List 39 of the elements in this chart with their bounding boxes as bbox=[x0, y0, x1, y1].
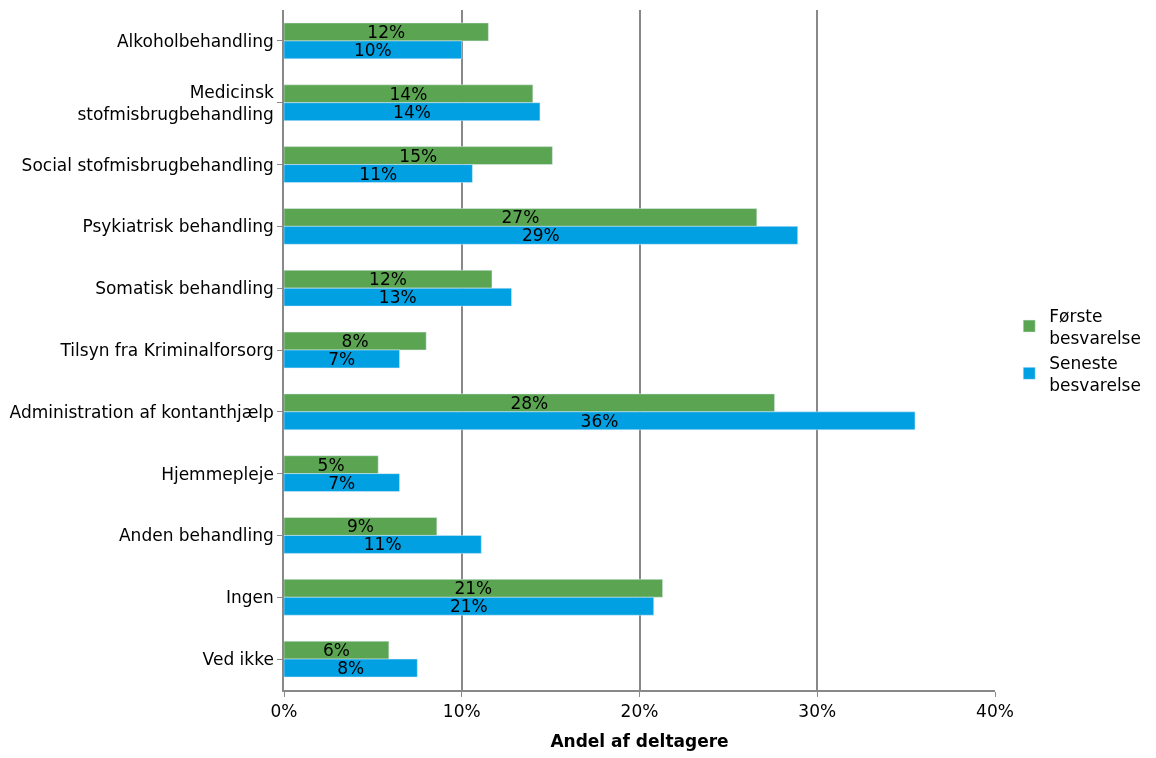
y-tick-label: Medicinsk stofmisbrugbehandling bbox=[77, 81, 274, 124]
x-tick-label: 30% bbox=[798, 701, 837, 722]
data-label: 8% bbox=[337, 658, 365, 679]
data-label: 21% bbox=[454, 578, 493, 599]
y-tick-label: Ingen bbox=[226, 587, 274, 608]
x-tick-label: 40% bbox=[976, 701, 1014, 722]
y-tick-label: Social stofmisbrugbehandling bbox=[21, 154, 274, 175]
data-label: 29% bbox=[521, 225, 560, 246]
data-label: 15% bbox=[399, 145, 438, 166]
data-label: 28% bbox=[510, 392, 549, 413]
data-label: 11% bbox=[363, 534, 402, 555]
data-label: 5% bbox=[317, 454, 345, 475]
y-tick-label: Alkoholbehandling bbox=[116, 30, 274, 51]
data-label: 9% bbox=[346, 516, 374, 537]
data-label: 6% bbox=[322, 640, 350, 661]
data-label: 11% bbox=[359, 163, 398, 184]
y-tick-label: Anden behandling bbox=[118, 525, 274, 546]
data-label: 7% bbox=[328, 472, 356, 493]
y-tick-label: Administration af kontanthjælp bbox=[9, 401, 274, 422]
data-label: 13% bbox=[378, 287, 417, 308]
y-tick-label: Hjemmepleje bbox=[161, 463, 274, 484]
y-tick-label: Somatisk behandling bbox=[95, 278, 274, 299]
x-tick-label: 20% bbox=[620, 701, 659, 722]
y-tick-label: Ved ikke bbox=[202, 649, 274, 670]
legend-label: Seneste besvarelse bbox=[1049, 352, 1141, 395]
y-tick-label: Tilsyn fra Kriminalforsorg bbox=[59, 339, 274, 360]
data-label: 21% bbox=[449, 596, 488, 617]
legend-label: Første besvarelse bbox=[1049, 305, 1141, 348]
data-label: 36% bbox=[580, 410, 619, 431]
data-label: 12% bbox=[369, 269, 407, 290]
x-tick-label: 10% bbox=[442, 701, 481, 722]
data-label: 14% bbox=[393, 101, 431, 122]
y-tick-label: Psykiatrisk behandling bbox=[82, 216, 274, 237]
data-label: 27% bbox=[501, 207, 540, 228]
data-label: 14% bbox=[389, 83, 428, 104]
x-tick-label: 0% bbox=[270, 701, 298, 722]
data-label: 10% bbox=[353, 39, 392, 60]
data-label: 12% bbox=[367, 21, 406, 42]
x-axis-title: Andel af deltagere bbox=[550, 731, 729, 752]
